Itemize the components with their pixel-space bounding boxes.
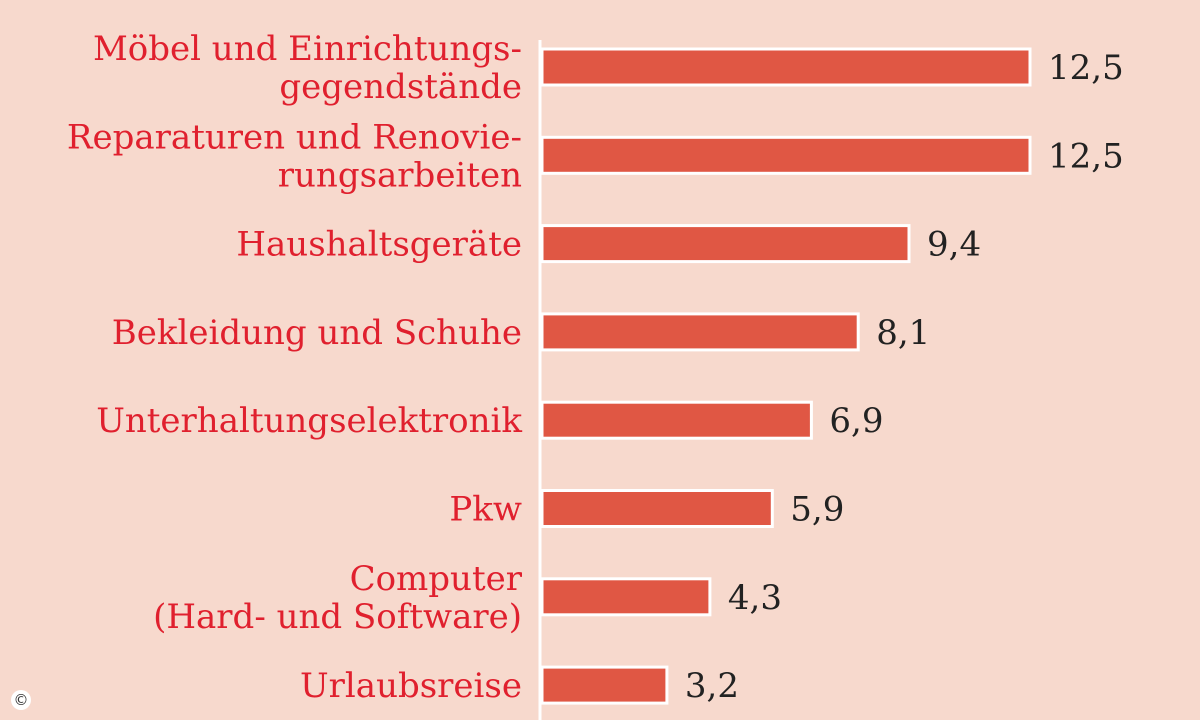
bar-2	[540, 224, 911, 264]
bar-6	[540, 577, 712, 617]
category-label-1-line-0: Reparaturen und Renovie-	[67, 117, 522, 157]
value-label-0: 12,5	[1048, 48, 1124, 88]
category-label-0-line-1: gegendstände	[279, 67, 522, 107]
category-label-6-line-0: Computer	[350, 559, 523, 599]
category-label-2-line-0: Haushaltsgeräte	[236, 225, 522, 265]
value-label-4: 6,9	[829, 401, 883, 441]
value-label-2: 9,4	[927, 225, 981, 265]
labels-layer: 12,5 Möbel und Einrichtungs-gegendstände 1…	[67, 29, 1124, 706]
category-label-0-line-0: Möbel und Einrichtungs-	[93, 29, 522, 69]
value-label-3: 8,1	[876, 313, 930, 353]
category-label-7-line-0: Urlaubsreise	[300, 666, 522, 706]
category-label-1-line-1: rungsarbeiten	[278, 155, 522, 195]
category-label-5-line-0: Pkw	[449, 490, 522, 530]
bar-3	[540, 312, 860, 352]
bar-1	[540, 135, 1032, 175]
bars-layer	[540, 47, 1032, 705]
value-label-5: 5,9	[790, 490, 844, 530]
bar-5	[540, 489, 774, 528]
copyright-icon: ©	[11, 690, 31, 710]
category-label-4-line-0: Unterhaltungselektronik	[96, 401, 522, 441]
category-label-6-line-1: (Hard- und Software)	[153, 597, 522, 637]
value-label-6: 4,3	[728, 578, 782, 618]
category-label-3-line-0: Bekleidung und Schuhe	[112, 313, 522, 353]
value-label-7: 3,2	[685, 666, 739, 706]
bar-0	[540, 47, 1032, 87]
bar-7	[540, 665, 669, 705]
value-label-1: 12,5	[1048, 136, 1124, 176]
bar-4	[540, 400, 813, 440]
